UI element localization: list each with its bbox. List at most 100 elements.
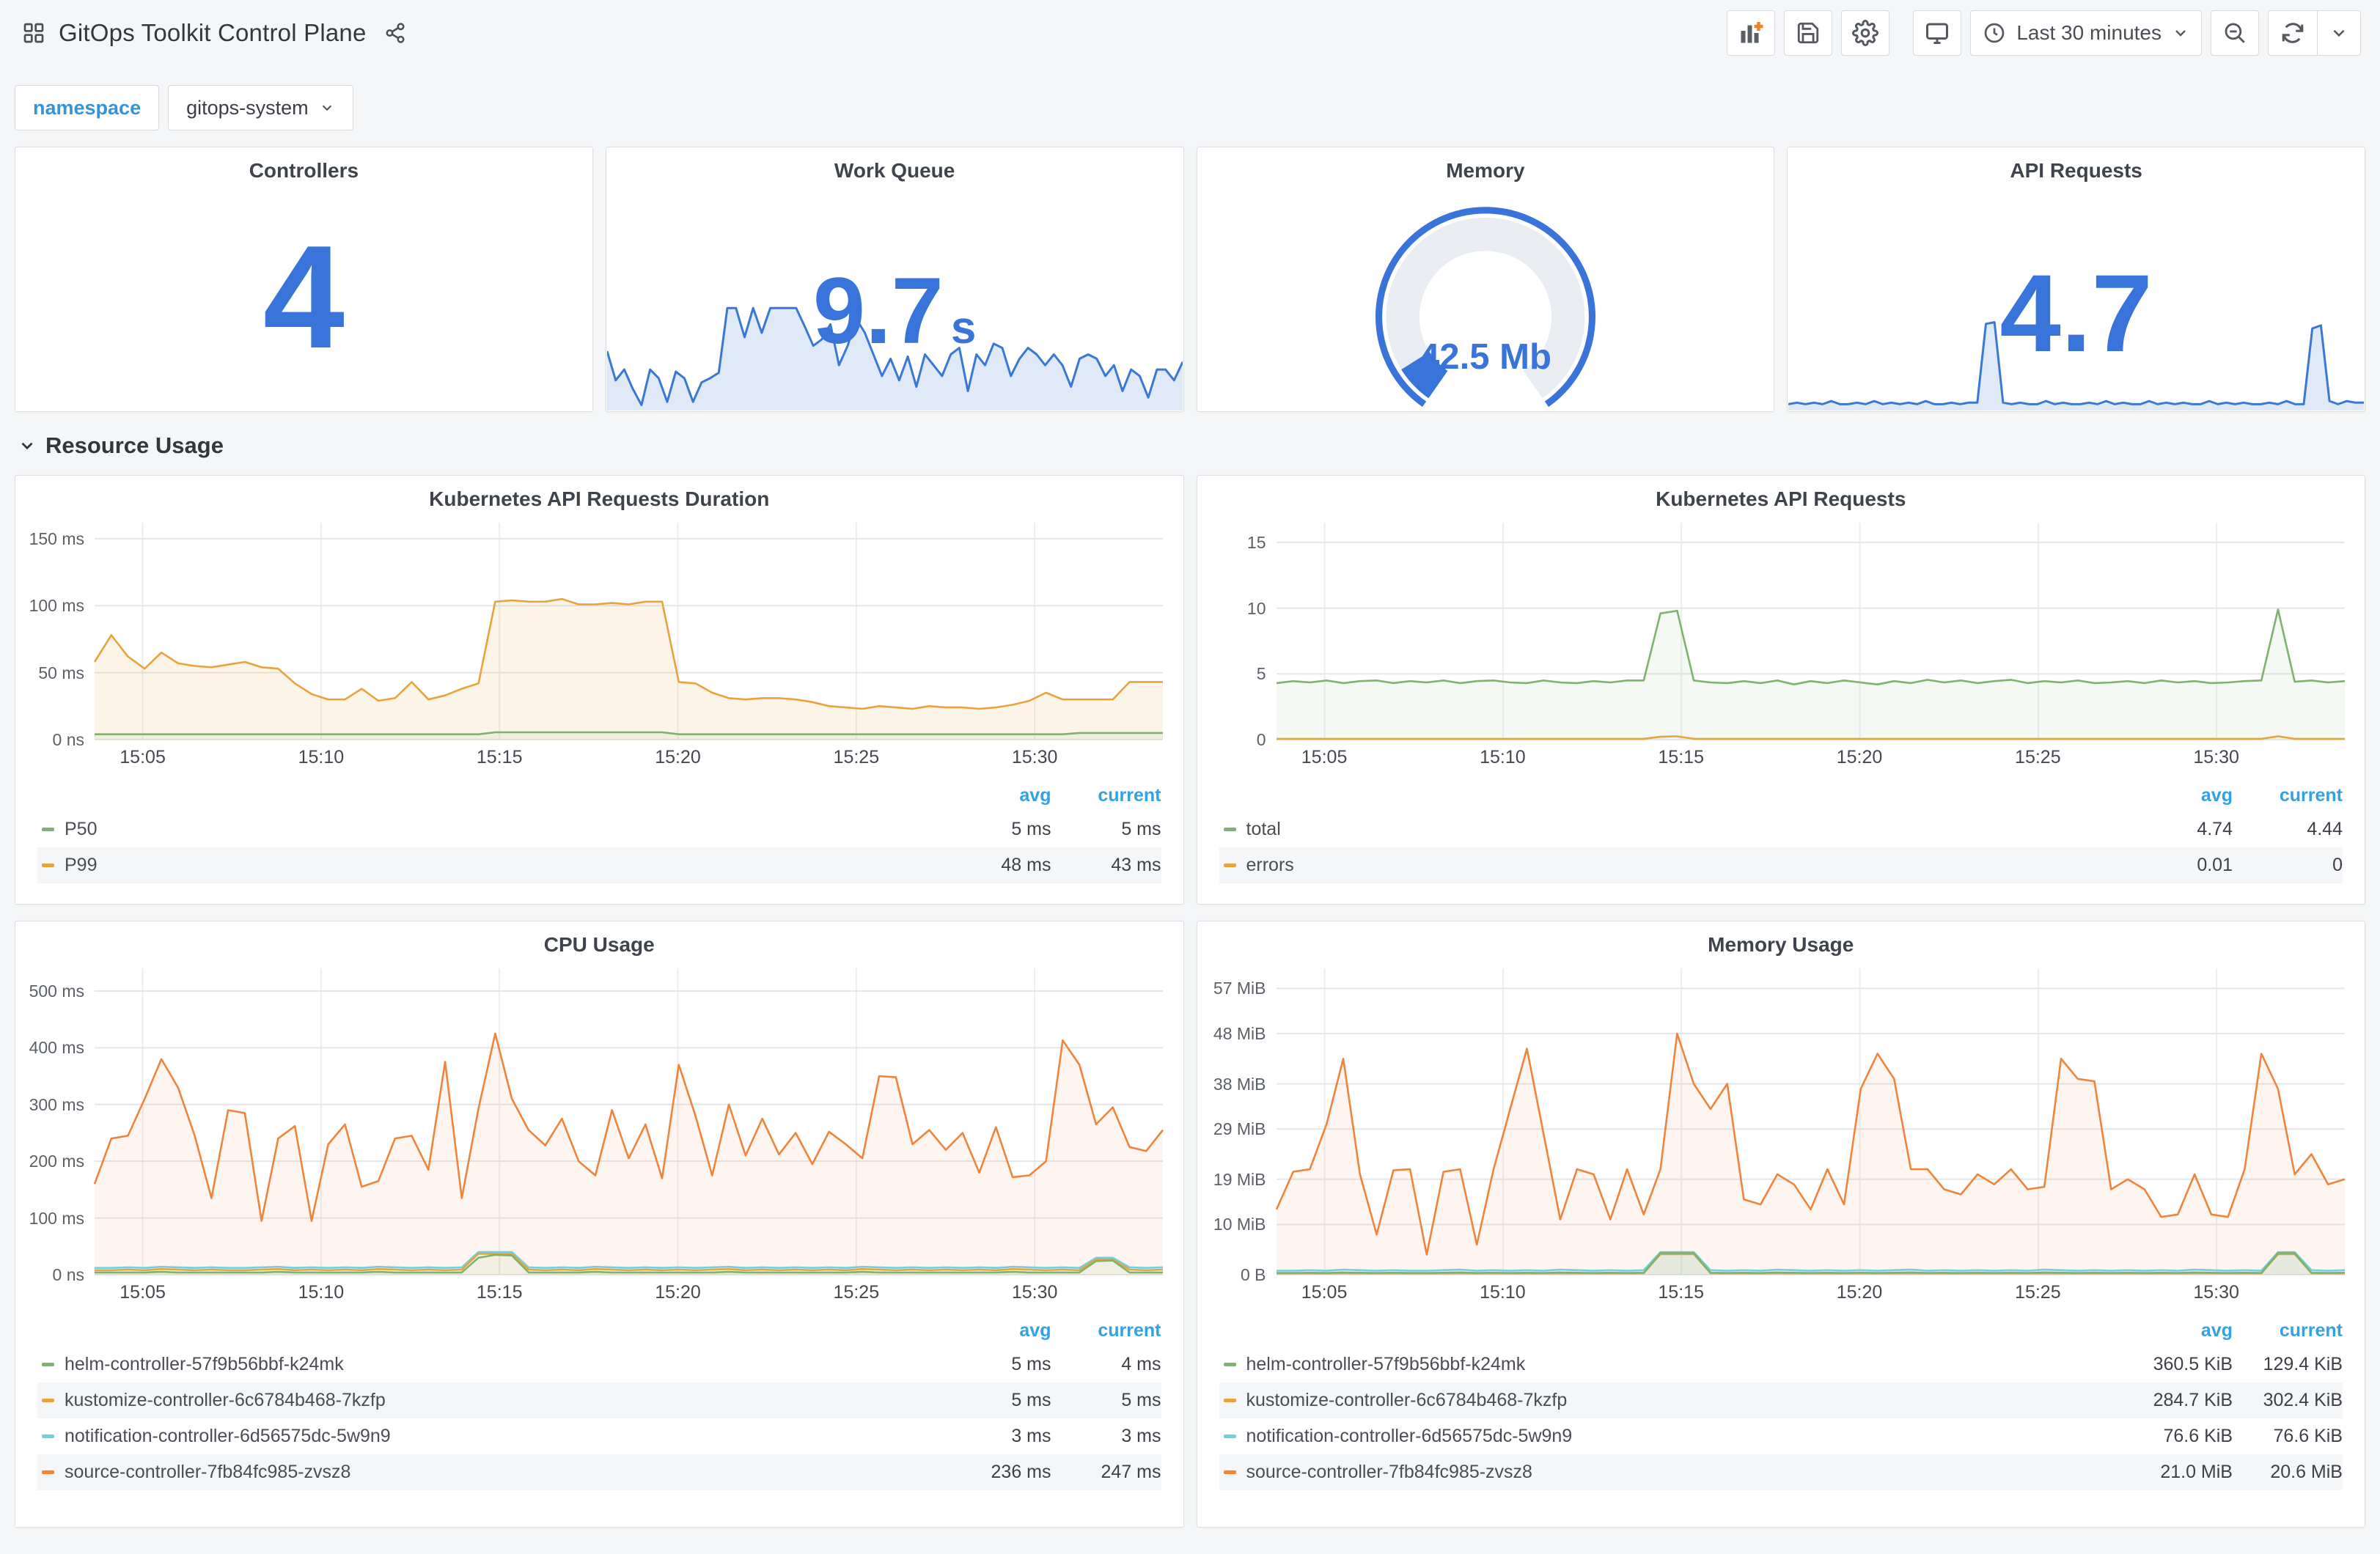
- series-avg-value: 360.5 KiB: [2153, 1354, 2233, 1374]
- series-color-dash[interactable]: [1223, 1470, 1236, 1474]
- series-avg-value: 5 ms: [1011, 1354, 1051, 1374]
- x-tick-label: 15:05: [120, 1282, 166, 1303]
- legend-column-avg[interactable]: avg: [2200, 1319, 2233, 1341]
- legend-row: kustomize-controller-6c6784b468-7kzfp 284…: [1219, 1382, 2343, 1418]
- series-color-dash[interactable]: [1223, 1399, 1236, 1402]
- series-name[interactable]: kustomize-controller-6c6784b468-7kzfp: [1246, 1390, 1568, 1410]
- charts-row-1: Kubernetes API Requests Duration 15:05 15…: [15, 475, 2365, 905]
- series-name[interactable]: errors: [1246, 855, 1294, 875]
- legend: avg current helm-controller-57f9b56bbf-k24…: [1219, 1314, 2343, 1490]
- legend: avg current P50 5 ms 5 ms P99 48 ms 43 ms: [37, 779, 1161, 883]
- series-avg-value: 76.6 KiB: [2163, 1426, 2233, 1446]
- series-current-value: 20.6 MiB: [2270, 1462, 2343, 1482]
- dashboard-grid-icon[interactable]: [22, 21, 45, 45]
- legend-column-avg[interactable]: avg: [1019, 1319, 1051, 1341]
- series-color-dash[interactable]: [42, 1399, 54, 1402]
- legend-column-current[interactable]: current: [1098, 1319, 1161, 1341]
- series-current-value: 5 ms: [1121, 819, 1161, 839]
- zoom-out-button[interactable]: [2211, 10, 2259, 56]
- series-current-value: 302.4 KiB: [2263, 1390, 2343, 1410]
- add-panel-button[interactable]: [1727, 10, 1776, 56]
- stat-row: Controllers 4 Work Queue 9.7 s Memory 42.…: [15, 147, 2365, 412]
- series-name[interactable]: source-controller-7fb84fc985-zvsz8: [65, 1462, 351, 1482]
- legend-column-avg[interactable]: avg: [1019, 784, 1051, 806]
- chart-api-requests-duration[interactable]: 15:05 15:10 15:15 15:20 15:25 15:30 0 ns 50 ms 1…: [24, 515, 1175, 773]
- dashboard-settings-button[interactable]: [1841, 10, 1890, 56]
- x-tick-label: 15:15: [476, 747, 523, 767]
- series-avg-value: 0.01: [2197, 855, 2233, 875]
- series-name[interactable]: P50: [65, 819, 98, 839]
- chart-kubernetes-api-requests[interactable]: 15:05 15:10 15:15 15:20 15:25 15:30 0 5 10 15: [1206, 515, 2357, 773]
- legend-header: avg current: [1219, 1314, 2343, 1347]
- chart-cpu-usage[interactable]: 15:05 15:10 15:15 15:20 15:25 15:30 0 ns 100 ms…: [24, 961, 1175, 1308]
- series-name[interactable]: P99: [65, 855, 98, 875]
- y-tick-label: 500 ms: [29, 981, 84, 1001]
- series-color-dash[interactable]: [42, 828, 54, 831]
- series-name[interactable]: notification-controller-6d56575dc-5w9n9: [65, 1426, 391, 1446]
- series-name[interactable]: helm-controller-57f9b56bbf-k24mk: [1246, 1354, 1526, 1374]
- panel-title[interactable]: Kubernetes API Requests Duration: [429, 487, 770, 510]
- legend: avg current total 4.74 4.44 errors 0.01 0: [1219, 779, 2343, 883]
- panel-title[interactable]: Kubernetes API Requests: [1656, 487, 1906, 510]
- share-icon[interactable]: [384, 22, 406, 44]
- refresh-button[interactable]: [2269, 11, 2317, 55]
- panel-title[interactable]: Memory: [1446, 159, 1525, 182]
- x-tick-label: 15:30: [2193, 747, 2239, 767]
- legend-header: avg current: [37, 779, 1161, 811]
- series-name[interactable]: total: [1246, 819, 1281, 839]
- x-tick-label: 15:30: [2193, 1282, 2239, 1303]
- y-tick-label: 10: [1246, 598, 1266, 618]
- legend-row: notification-controller-6d56575dc-5w9n9 3…: [37, 1418, 1161, 1454]
- gauge-outer-ring: [1375, 207, 1595, 408]
- y-tick-label: 150 ms: [29, 529, 84, 548]
- panel-api-requests-duration: Kubernetes API Requests Duration 15:05 15…: [15, 475, 1184, 905]
- legend-row: source-controller-7fb84fc985-zvsz8 21.0 M…: [1219, 1454, 2343, 1490]
- panel-kubernetes-api-requests: Kubernetes API Requests 15:05 15:10 15:15 1…: [1196, 475, 2365, 905]
- panel-memory-usage: Memory Usage 15:05 15:10 15:15 15:20 15:25 15…: [1196, 921, 2365, 1528]
- x-tick-label: 15:05: [1301, 747, 1348, 767]
- series-color-dash[interactable]: [1223, 863, 1236, 867]
- legend-row: helm-controller-57f9b56bbf-k24mk 360.5 Ki…: [1219, 1347, 2343, 1382]
- series-color-dash[interactable]: [1223, 1435, 1236, 1438]
- legend-column-avg[interactable]: avg: [2200, 784, 2233, 806]
- panel-title[interactable]: Controllers: [249, 159, 359, 182]
- series-name[interactable]: notification-controller-6d56575dc-5w9n9: [1246, 1426, 1573, 1446]
- legend-column-current[interactable]: current: [2279, 1319, 2343, 1341]
- x-tick-label: 15:25: [2015, 747, 2061, 767]
- series-color-dash[interactable]: [42, 1470, 54, 1474]
- gauge-track: [1386, 217, 1585, 399]
- refresh-interval-dropdown[interactable]: [2317, 11, 2360, 55]
- series-color-dash[interactable]: [42, 863, 54, 867]
- series-name[interactable]: source-controller-7fb84fc985-zvsz8: [1246, 1462, 1532, 1482]
- series-current-value: 3 ms: [1121, 1426, 1161, 1446]
- panel-title[interactable]: CPU Usage: [543, 933, 655, 956]
- series-name[interactable]: helm-controller-57f9b56bbf-k24mk: [65, 1354, 344, 1374]
- series-color-dash[interactable]: [42, 1435, 54, 1438]
- series-avg-value: 5 ms: [1011, 819, 1051, 839]
- panel-title[interactable]: Memory Usage: [1708, 933, 1854, 956]
- series-current-value: 5 ms: [1121, 1390, 1161, 1410]
- series-color-dash[interactable]: [1223, 828, 1236, 831]
- legend-column-current[interactable]: current: [1098, 784, 1161, 806]
- series-color-dash[interactable]: [1223, 1363, 1236, 1366]
- chart-memory-usage[interactable]: 15:05 15:10 15:15 15:20 15:25 15:30 0 B 10 MiB 1…: [1206, 961, 2357, 1308]
- dashboard-title[interactable]: GitOps Toolkit Control Plane: [59, 19, 367, 46]
- time-range-picker[interactable]: Last 30 minutes: [1971, 11, 2201, 55]
- series-current-value: 0: [2332, 855, 2343, 875]
- save-dashboard-button[interactable]: [1784, 10, 1833, 56]
- panel-title[interactable]: API Requests: [2010, 159, 2142, 182]
- cycle-view-mode-button[interactable]: [1913, 10, 1962, 56]
- y-tick-label: 29 MiB: [1213, 1119, 1266, 1139]
- legend-row: helm-controller-57f9b56bbf-k24mk 5 ms 4 ms: [37, 1347, 1161, 1382]
- series-current-value: 4.44: [2307, 819, 2343, 839]
- variable-value-dropdown[interactable]: gitops-system: [168, 85, 353, 130]
- y-tick-label: 15: [1246, 532, 1266, 552]
- legend-column-current[interactable]: current: [2279, 784, 2343, 806]
- series-color-dash[interactable]: [42, 1363, 54, 1366]
- series-name[interactable]: kustomize-controller-6c6784b468-7kzfp: [65, 1390, 386, 1410]
- panel-title[interactable]: Work Queue: [834, 159, 955, 182]
- panel-work-queue: Work Queue 9.7 s: [605, 147, 1184, 412]
- row-resource-usage[interactable]: Resource Usage: [18, 432, 2365, 459]
- series-avg-value: 21.0 MiB: [2160, 1462, 2233, 1482]
- legend-row: total 4.74 4.44: [1219, 811, 2343, 847]
